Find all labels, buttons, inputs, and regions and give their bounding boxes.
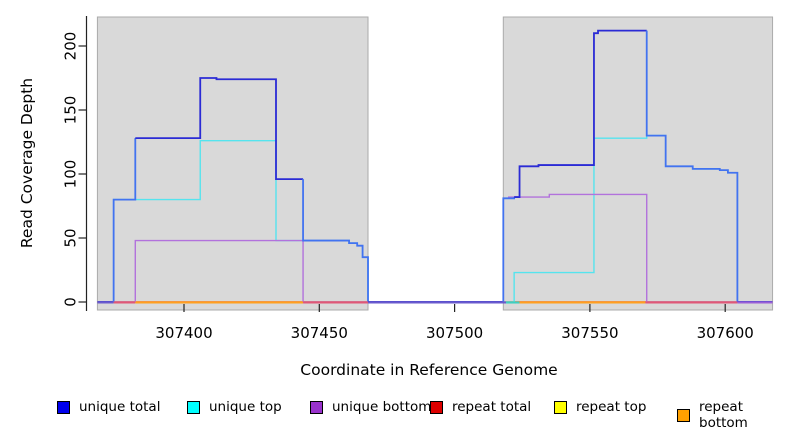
plot-region	[96, 16, 369, 311]
x-tick-label: 307500	[426, 324, 483, 342]
x-tick-label: 307450	[291, 324, 348, 342]
y-tick-label: 200	[62, 32, 80, 61]
series-unique-total	[302, 179, 369, 302]
y-tick-label: 100	[62, 160, 80, 189]
series-unique-total	[135, 77, 304, 181]
y-tick-label: 50	[62, 228, 80, 247]
series-unique-total	[645, 30, 739, 302]
x-axis-title: Coordinate in Reference Genome	[300, 361, 558, 379]
y-axis-title: Read Coverage Depth	[18, 77, 36, 249]
x-tick-label: 307550	[561, 324, 618, 342]
x-tick-label: 307400	[155, 324, 212, 342]
series-unique-total	[514, 29, 647, 198]
plot-region	[502, 16, 774, 311]
y-tick-label: 150	[62, 96, 80, 125]
series-unique-total	[112, 138, 137, 302]
y-tick-label: 0	[62, 297, 80, 307]
x-tick-label: 307600	[697, 324, 754, 342]
